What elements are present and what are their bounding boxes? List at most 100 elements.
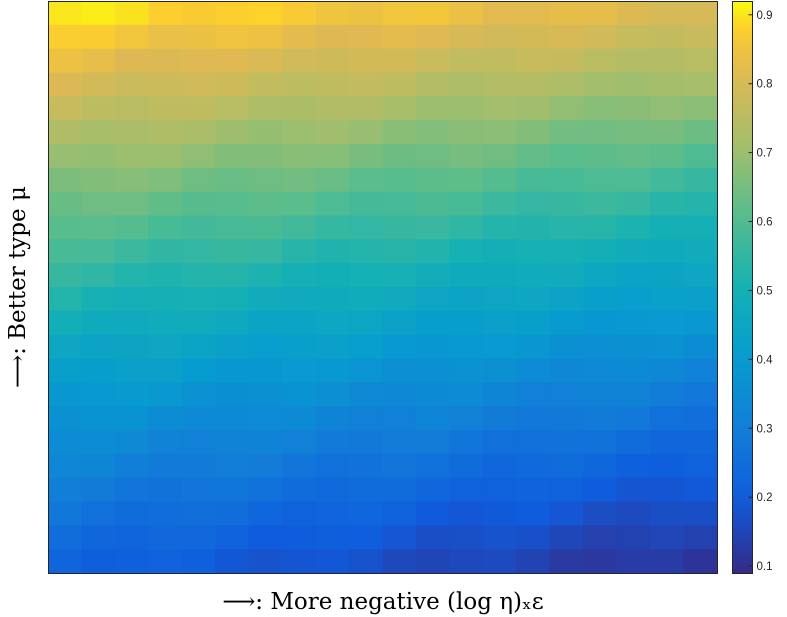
heatmap-cell: [650, 334, 685, 360]
heatmap-cell: [683, 215, 718, 240]
heatmap-cell: [48, 167, 83, 193]
heatmap-cell: [683, 334, 718, 360]
heatmap-cell: [282, 477, 317, 503]
heatmap-cell: [449, 287, 484, 312]
heatmap-cell: [449, 120, 484, 145]
heatmap-cell: [248, 525, 283, 550]
heatmap-cell: [181, 120, 216, 145]
heatmap-cell: [482, 239, 517, 264]
heatmap-cell: [215, 263, 250, 288]
heatmap-cell: [549, 310, 584, 336]
heatmap-cell: [415, 239, 450, 264]
heatmap-cell: [616, 239, 651, 264]
heatmap-cell: [616, 144, 651, 169]
heatmap-cell: [282, 310, 317, 336]
heatmap-cell: [181, 239, 216, 264]
heatmap-cell: [282, 239, 317, 264]
heatmap-cell: [215, 525, 250, 550]
heatmap-cell: [616, 191, 651, 217]
heatmap-cell: [248, 358, 283, 383]
heatmap-cell: [215, 24, 250, 50]
colorbar-tick-label: 0.1: [757, 561, 773, 573]
heatmap-cell: [282, 96, 317, 121]
heatmap-cell: [516, 263, 551, 288]
heatmap-cell: [48, 406, 83, 431]
heatmap-cell: [48, 334, 83, 360]
heatmap-cell: [382, 382, 417, 407]
heatmap-cell: [181, 96, 216, 121]
heatmap-cell: [449, 430, 484, 455]
heatmap-cell: [650, 477, 685, 503]
heatmap-cell: [382, 1, 417, 26]
heatmap-cell: [516, 239, 551, 264]
heatmap-cell: [650, 501, 685, 526]
heatmap-cell: [215, 167, 250, 193]
heatmap-cell: [549, 120, 584, 145]
heatmap-cell: [114, 120, 149, 145]
heatmap-cell: [114, 1, 149, 26]
heatmap-cell: [683, 310, 718, 336]
heatmap-cell: [516, 501, 551, 526]
heatmap-cell: [650, 310, 685, 336]
heatmap-cell: [114, 334, 149, 360]
heatmap-cell: [215, 1, 250, 26]
heatmap-cell: [248, 287, 283, 312]
heatmap-cell: [114, 310, 149, 336]
heatmap-cell: [81, 453, 116, 479]
heatmap-cell: [349, 96, 384, 121]
colorbar-tick-label: 0.9: [757, 10, 773, 22]
heatmap-cell: [282, 430, 317, 455]
heatmap-cell: [181, 1, 216, 26]
heatmap-cell: [616, 167, 651, 193]
colorbar-tick-label: 0.2: [757, 492, 773, 504]
colorbar-tick-label: 0.8: [757, 79, 773, 91]
heatmap-cell: [482, 72, 517, 97]
heatmap-cell: [148, 334, 183, 360]
heatmap-cell: [415, 310, 450, 336]
heatmap-cell: [415, 48, 450, 74]
heatmap-cell: [549, 287, 584, 312]
heatmap-cell: [282, 358, 317, 383]
heatmap-cell: [148, 406, 183, 431]
heatmap-cell: [482, 96, 517, 121]
heatmap-cell: [683, 239, 718, 264]
heatmap-cell: [650, 48, 685, 74]
heatmap-cell: [349, 430, 384, 455]
heatmap-cell: [583, 525, 618, 550]
plot-frame: [48, 1, 718, 574]
heatmap-cell: [415, 96, 450, 121]
heatmap-cell: [583, 358, 618, 383]
heatmap-cell: [181, 453, 216, 479]
heatmap-cell: [616, 310, 651, 336]
heatmap-cell: [482, 453, 517, 479]
heatmap-cell: [349, 48, 384, 74]
heatmap-cell: [315, 239, 350, 264]
heatmap-cell: [683, 72, 718, 97]
heatmap-cell: [349, 72, 384, 97]
heatmap-cell: [315, 501, 350, 526]
heatmap-cell: [81, 382, 116, 407]
heatmap-cell: [81, 48, 116, 74]
heatmap-cell: [650, 549, 685, 574]
heatmap-cell: [282, 334, 317, 360]
heatmap-cell: [349, 24, 384, 50]
heatmap-cell: [482, 144, 517, 169]
colorbar-tick-label: 0.6: [757, 217, 773, 229]
heatmap-cell: [616, 215, 651, 240]
heatmap-cell: [81, 191, 116, 217]
heatmap-cell: [382, 358, 417, 383]
heatmap-cell: [415, 215, 450, 240]
heatmap-cell: [215, 48, 250, 74]
heatmap-cell: [616, 406, 651, 431]
heatmap-cell: [616, 430, 651, 455]
heatmap-cell: [650, 120, 685, 145]
heatmap-cell: [415, 453, 450, 479]
heatmap-cell: [148, 525, 183, 550]
heatmap-cell: [248, 167, 283, 193]
heatmap-cell: [114, 501, 149, 526]
heatmap-cell: [282, 525, 317, 550]
heatmap-cell: [114, 191, 149, 217]
heatmap-cell: [516, 72, 551, 97]
heatmap-cell: [382, 453, 417, 479]
heatmap-cell: [415, 406, 450, 431]
